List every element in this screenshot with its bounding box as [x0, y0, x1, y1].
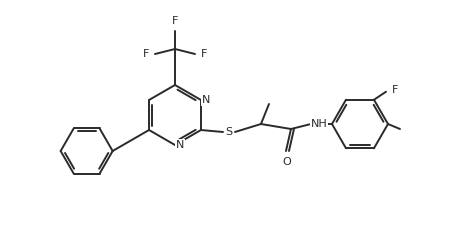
- Text: O: O: [282, 157, 291, 167]
- Text: NH: NH: [310, 119, 327, 129]
- Text: N: N: [202, 95, 210, 105]
- Text: S: S: [225, 127, 232, 137]
- Text: F: F: [172, 16, 178, 26]
- Text: F: F: [201, 49, 207, 59]
- Text: F: F: [142, 49, 149, 59]
- Text: N: N: [176, 140, 184, 150]
- Text: F: F: [391, 85, 397, 95]
